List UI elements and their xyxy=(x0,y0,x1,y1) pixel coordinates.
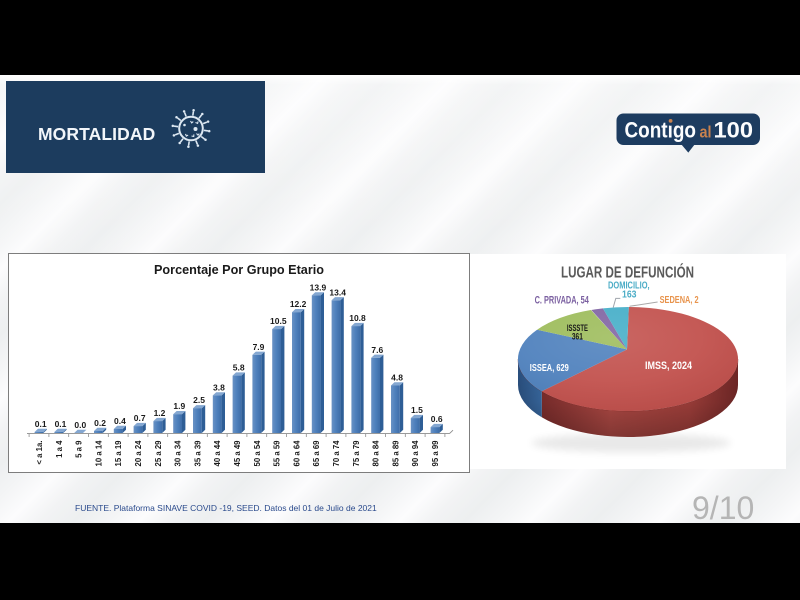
svg-text:SEDENA, 2: SEDENA, 2 xyxy=(660,295,699,306)
svg-text:0.6: 0.6 xyxy=(431,414,443,424)
svg-text:0.4: 0.4 xyxy=(114,416,126,426)
svg-text:0.1: 0.1 xyxy=(55,419,67,429)
svg-text:7.9: 7.9 xyxy=(253,342,265,352)
svg-text:361: 361 xyxy=(572,332,583,342)
svg-text:0.2: 0.2 xyxy=(94,418,106,428)
svg-text:95 a 99: 95 a 99 xyxy=(431,440,440,467)
svg-text:5.8: 5.8 xyxy=(233,363,245,373)
svg-text:ISSSTE: ISSSTE xyxy=(567,323,588,333)
svg-text:55 a 59: 55 a 59 xyxy=(273,440,282,467)
svg-text:13.9: 13.9 xyxy=(310,282,327,292)
svg-text:90 a 94: 90 a 94 xyxy=(411,440,420,467)
svg-text:40 a 44: 40 a 44 xyxy=(213,440,222,467)
svg-text:LUGAR DE DEFUNCIÓN: LUGAR DE DEFUNCIÓN xyxy=(561,264,694,282)
svg-text:C. PRIVADA, 54: C. PRIVADA, 54 xyxy=(535,295,590,307)
svg-text:5 a 9: 5 a 9 xyxy=(75,440,84,458)
svg-text:30 a 34: 30 a 34 xyxy=(174,440,183,467)
svg-text:1.9: 1.9 xyxy=(173,401,185,411)
svg-text:12.2: 12.2 xyxy=(290,299,307,309)
svg-text:DOMICILIO,: DOMICILIO, xyxy=(608,281,650,292)
svg-text:3.8: 3.8 xyxy=(213,382,225,392)
svg-text:75 a 79: 75 a 79 xyxy=(352,440,361,467)
svg-text:Contigo: Contigo xyxy=(625,118,697,143)
svg-text:10.5: 10.5 xyxy=(270,316,287,326)
svg-text:65 a 69: 65 a 69 xyxy=(312,440,321,467)
svg-text:7.6: 7.6 xyxy=(371,345,383,355)
svg-text:< a 1a.: < a 1a. xyxy=(35,441,44,465)
svg-text:1.5: 1.5 xyxy=(411,405,423,415)
svg-text:85 a 89: 85 a 89 xyxy=(391,440,400,467)
svg-text:45 a 49: 45 a 49 xyxy=(233,440,242,467)
svg-text:60 a 64: 60 a 64 xyxy=(292,440,301,467)
svg-text:15 a 19: 15 a 19 xyxy=(114,440,123,467)
svg-text:4.8: 4.8 xyxy=(391,373,403,383)
svg-text:1.2: 1.2 xyxy=(154,408,166,418)
svg-text:70 a 74: 70 a 74 xyxy=(332,440,341,467)
svg-text:50 a 54: 50 a 54 xyxy=(253,440,262,467)
svg-text:20 a 24: 20 a 24 xyxy=(134,440,143,467)
svg-text:IMSS, 2024: IMSS, 2024 xyxy=(645,360,693,372)
svg-text:Porcentaje Por Grupo Etario: Porcentaje Por Grupo Etario xyxy=(154,262,324,277)
svg-text:0.1: 0.1 xyxy=(35,419,47,429)
svg-text:10 a 14: 10 a 14 xyxy=(94,440,103,467)
svg-text:80 a 84: 80 a 84 xyxy=(372,440,381,467)
svg-text:0.0: 0.0 xyxy=(74,420,86,430)
svg-text:ISSEA, 629: ISSEA, 629 xyxy=(530,362,569,374)
svg-text:163: 163 xyxy=(622,289,637,300)
svg-text:13.4: 13.4 xyxy=(329,287,346,297)
svg-text:0.7: 0.7 xyxy=(134,413,146,423)
svg-text:35 a 39: 35 a 39 xyxy=(193,440,202,467)
svg-text:10.8: 10.8 xyxy=(349,313,366,323)
svg-text:100: 100 xyxy=(714,118,754,143)
svg-text:2.5: 2.5 xyxy=(193,395,205,405)
svg-text:1 a 4: 1 a 4 xyxy=(55,440,64,458)
svg-text:25 a 29: 25 a 29 xyxy=(154,440,163,467)
svg-text:al: al xyxy=(700,123,712,142)
